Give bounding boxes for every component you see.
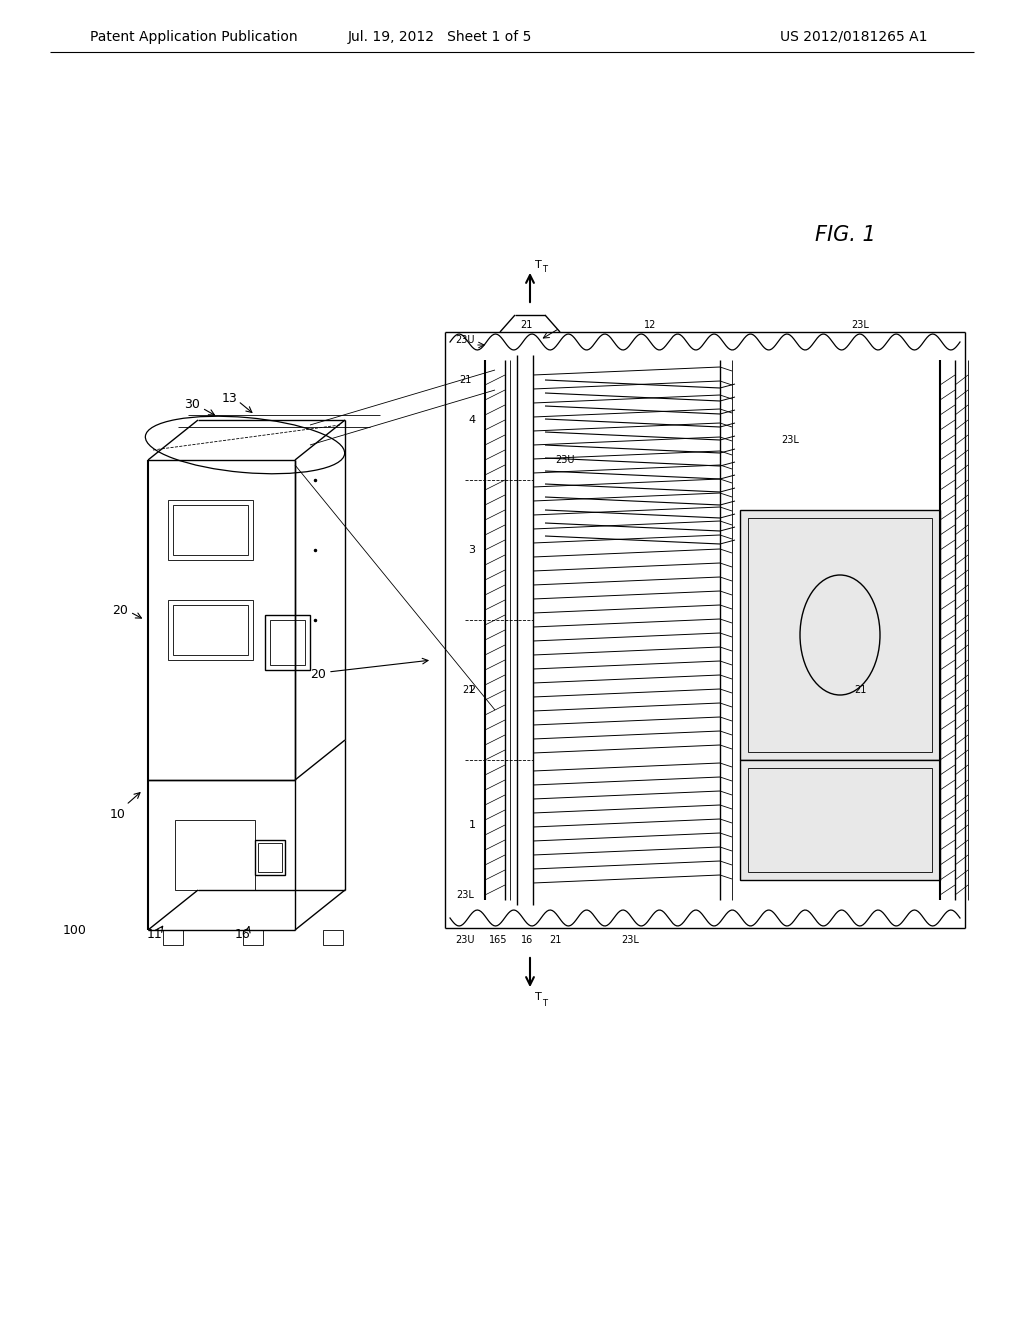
- Bar: [258, 843, 282, 873]
- Bar: [255, 840, 285, 875]
- Bar: [173, 605, 248, 655]
- Text: 21: 21: [549, 935, 561, 945]
- Text: 23L: 23L: [622, 935, 639, 945]
- Text: 1: 1: [469, 820, 475, 830]
- Bar: [740, 760, 940, 880]
- Text: 13: 13: [222, 392, 238, 404]
- Text: 11: 11: [147, 928, 163, 941]
- Text: FIG. 1: FIG. 1: [815, 224, 876, 246]
- Text: 100: 100: [63, 924, 87, 936]
- Bar: [175, 820, 255, 890]
- Text: 12: 12: [644, 319, 656, 330]
- Bar: [243, 931, 263, 945]
- Text: Jul. 19, 2012   Sheet 1 of 5: Jul. 19, 2012 Sheet 1 of 5: [348, 30, 532, 44]
- Text: 4: 4: [468, 414, 475, 425]
- Text: 16: 16: [521, 935, 534, 945]
- Bar: [748, 768, 932, 873]
- Text: 23L: 23L: [781, 436, 799, 445]
- Bar: [173, 506, 248, 554]
- Text: 30: 30: [184, 399, 200, 412]
- Text: 10: 10: [110, 808, 126, 821]
- Text: 21: 21: [520, 319, 532, 330]
- Bar: [323, 931, 343, 945]
- Text: 21: 21: [854, 685, 866, 696]
- Bar: [163, 931, 183, 945]
- Text: 3: 3: [469, 545, 475, 554]
- Text: Patent Application Publication: Patent Application Publication: [90, 30, 298, 44]
- Text: 23U: 23U: [456, 335, 475, 345]
- Text: 20: 20: [310, 668, 326, 681]
- Text: US 2012/0181265 A1: US 2012/0181265 A1: [780, 30, 928, 44]
- Text: 23L: 23L: [851, 319, 869, 330]
- Text: T: T: [535, 260, 542, 271]
- Text: 23U: 23U: [555, 455, 574, 465]
- Text: 21: 21: [462, 685, 474, 696]
- Text: T: T: [542, 998, 547, 1007]
- Text: 23U: 23U: [456, 935, 475, 945]
- Text: 16: 16: [236, 928, 251, 941]
- Bar: [168, 500, 253, 560]
- Text: 165: 165: [488, 935, 507, 945]
- Bar: [748, 517, 932, 752]
- Text: T: T: [535, 993, 542, 1002]
- Bar: [265, 615, 310, 671]
- Bar: [270, 620, 305, 665]
- Bar: [740, 510, 940, 760]
- Text: 21: 21: [459, 375, 471, 385]
- Text: 23L: 23L: [456, 890, 474, 900]
- Text: 2: 2: [468, 685, 475, 696]
- Text: 20: 20: [112, 603, 128, 616]
- Text: T: T: [542, 265, 547, 275]
- Bar: [168, 601, 253, 660]
